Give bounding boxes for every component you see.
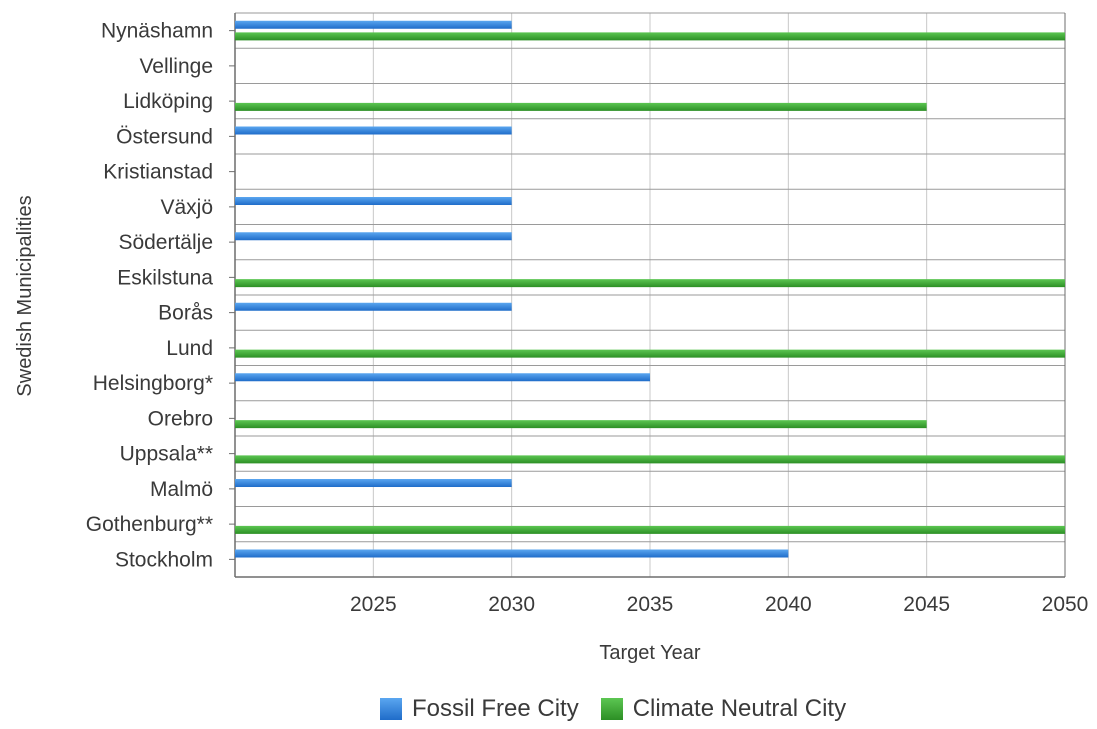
x-tick-label: 2030 [488, 593, 535, 616]
y-tick-label: Växjö [160, 196, 213, 219]
legend-swatch-green [600, 698, 623, 720]
bar-climate-neutral [235, 32, 1065, 41]
bar-climate-neutral [235, 349, 1065, 358]
bar-fossil-free [235, 549, 789, 558]
bar-fossil-free [235, 373, 650, 382]
y-tick-label: Östersund [116, 125, 213, 148]
grid [229, 12, 1066, 578]
legend-label-fossil-free: Fossil Free City [412, 695, 579, 722]
x-tick-label: 2025 [350, 593, 397, 616]
bar-climate-neutral [235, 102, 927, 111]
y-tick-label: Orebro [148, 407, 213, 430]
y-tick-label: Lund [166, 337, 213, 360]
y-tick-label: Uppsala** [120, 443, 213, 466]
bar-climate-neutral [235, 455, 1065, 464]
bar-fossil-free [235, 126, 512, 135]
legend-label-climate-neutral: Climate Neutral City [632, 695, 847, 722]
y-tick-label: Helsingborg* [93, 372, 213, 395]
y-tick-label: Stockholm [115, 548, 213, 571]
bar-fossil-free [235, 197, 512, 206]
y-tick-label: Lidköping [123, 90, 213, 113]
legend-swatch-blue [380, 698, 402, 720]
y-tick-label: Malmö [150, 478, 213, 501]
legend-item-fossil-free: Fossil Free City [380, 695, 579, 723]
y-tick-label: Borås [158, 302, 213, 325]
x-tick-label: 2035 [627, 593, 674, 616]
legend: Fossil Free City Climate Neutral City [380, 695, 868, 723]
x-axis-title: Target Year [599, 642, 701, 664]
bars [235, 20, 1065, 558]
bar-fossil-free [235, 232, 512, 241]
x-tick-label: 2045 [903, 593, 950, 616]
y-tick-label: Södertälje [118, 231, 213, 254]
tick-labels: Nynäshamn Vellinge Lidköping Östersund Krist… [86, 20, 1089, 616]
y-tick-label: Vellinge [139, 55, 213, 78]
y-tick-label: Gothenburg** [86, 513, 213, 536]
bar-fossil-free [235, 479, 512, 488]
bar-climate-neutral [235, 420, 927, 429]
y-tick-label: Kristianstad [103, 161, 213, 184]
y-axis-title: Swedish Municipalities [14, 195, 36, 396]
bar-fossil-free [235, 20, 512, 29]
y-tick-label: Eskilstuna [117, 266, 213, 289]
legend-item-climate-neutral: Climate Neutral City [600, 695, 847, 723]
bar-fossil-free [235, 302, 512, 311]
y-tick-label: Nynäshamn [101, 20, 213, 43]
bar-climate-neutral [235, 279, 1065, 288]
x-tick-label: 2040 [765, 593, 812, 616]
bar-climate-neutral [235, 525, 1065, 534]
x-tick-label: 2050 [1042, 593, 1089, 616]
